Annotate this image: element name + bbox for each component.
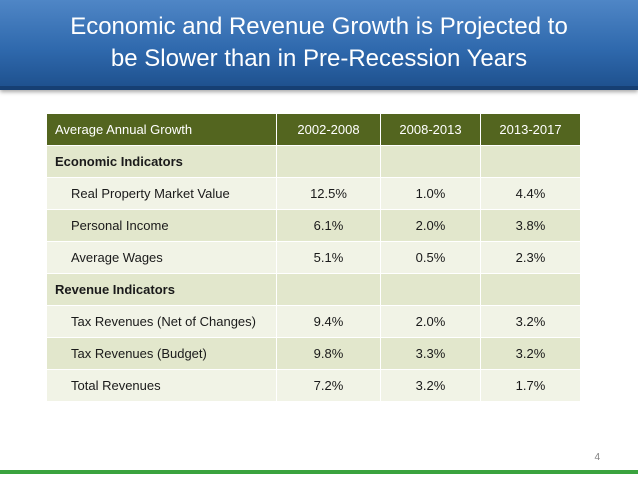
- empty-cell: [481, 274, 581, 306]
- slide-title-line-1: Economic and Revenue Growth is Projected…: [0, 12, 638, 42]
- section-row-economic-indicators: Economic Indicators: [47, 146, 581, 178]
- growth-table: Average Annual Growth 2002-2008 2008-201…: [46, 113, 581, 402]
- page-number: 4: [594, 452, 600, 463]
- cell-2013-2017: 4.4%: [481, 178, 581, 210]
- cell-2008-2013: 3.3%: [381, 338, 481, 370]
- cell-2008-2013: 1.0%: [381, 178, 481, 210]
- cell-2002-2008: 12.5%: [277, 178, 381, 210]
- section-label: Economic Indicators: [47, 146, 277, 178]
- table-row: Real Property Market Value 12.5% 1.0% 4.…: [47, 178, 581, 210]
- row-label: Personal Income: [47, 210, 277, 242]
- cell-2013-2017: 2.3%: [481, 242, 581, 274]
- table-row: Average Wages 5.1% 0.5% 2.3%: [47, 242, 581, 274]
- header-2002-2008: 2002-2008: [277, 114, 381, 146]
- cell-2008-2013: 2.0%: [381, 306, 481, 338]
- header-2008-2013: 2008-2013: [381, 114, 481, 146]
- header-2013-2017: 2013-2017: [481, 114, 581, 146]
- footer-divider: [0, 470, 638, 474]
- row-label: Total Revenues: [47, 370, 277, 402]
- table-row: Tax Revenues (Budget) 9.8% 3.3% 3.2%: [47, 338, 581, 370]
- empty-cell: [381, 274, 481, 306]
- cell-2002-2008: 5.1%: [277, 242, 381, 274]
- row-label: Average Wages: [47, 242, 277, 274]
- cell-2002-2008: 7.2%: [277, 370, 381, 402]
- header-average-annual-growth: Average Annual Growth: [47, 114, 277, 146]
- cell-2013-2017: 3.2%: [481, 338, 581, 370]
- cell-2002-2008: 9.4%: [277, 306, 381, 338]
- title-bar: Economic and Revenue Growth is Projected…: [0, 0, 638, 90]
- section-row-revenue-indicators: Revenue Indicators: [47, 274, 581, 306]
- cell-2008-2013: 2.0%: [381, 210, 481, 242]
- cell-2013-2017: 3.2%: [481, 306, 581, 338]
- cell-2013-2017: 1.7%: [481, 370, 581, 402]
- row-label: Tax Revenues (Net of Changes): [47, 306, 277, 338]
- table-header-row: Average Annual Growth 2002-2008 2008-201…: [47, 114, 581, 146]
- table-row: Total Revenues 7.2% 3.2% 1.7%: [47, 370, 581, 402]
- slide-title-line-2: be Slower than in Pre-Recession Years: [0, 44, 638, 74]
- table-row: Personal Income 6.1% 2.0% 3.8%: [47, 210, 581, 242]
- cell-2013-2017: 3.8%: [481, 210, 581, 242]
- empty-cell: [481, 146, 581, 178]
- cell-2008-2013: 3.2%: [381, 370, 481, 402]
- row-label: Tax Revenues (Budget): [47, 338, 277, 370]
- empty-cell: [381, 146, 481, 178]
- table-row: Tax Revenues (Net of Changes) 9.4% 2.0% …: [47, 306, 581, 338]
- cell-2002-2008: 9.8%: [277, 338, 381, 370]
- cell-2008-2013: 0.5%: [381, 242, 481, 274]
- section-label: Revenue Indicators: [47, 274, 277, 306]
- empty-cell: [277, 274, 381, 306]
- cell-2002-2008: 6.1%: [277, 210, 381, 242]
- empty-cell: [277, 146, 381, 178]
- row-label: Real Property Market Value: [47, 178, 277, 210]
